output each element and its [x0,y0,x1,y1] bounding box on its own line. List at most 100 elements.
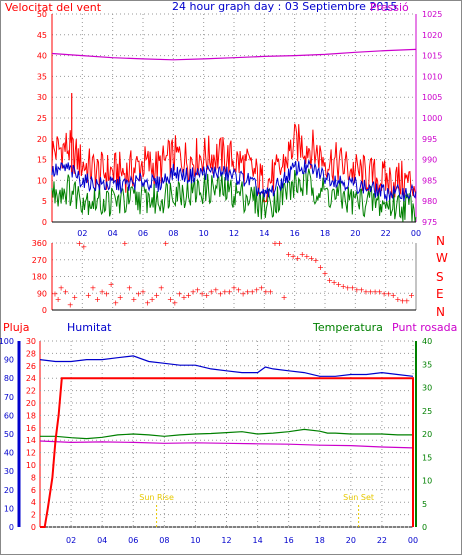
direction-point: + [181,293,188,302]
sunset-label: Sun Set [343,493,374,502]
direction-point: + [322,269,329,278]
direction-point: + [367,287,374,296]
y-left-tick-label: 40 [37,52,47,61]
y-right-tick-label: 1000 [422,114,442,123]
y-right-tick-label: 990 [422,156,437,165]
sunrise-label: Sun Rise [139,493,174,502]
direction-point: + [108,280,115,289]
direction-point: + [194,286,201,295]
rain-tick-label: 20 [26,399,36,408]
humidity-tick-label: 0 [9,523,14,532]
rain-tick-label: 28 [26,349,36,358]
y-left-tick-label: 25 [37,114,47,123]
humidity-tick-label: 90 [4,356,14,365]
temperature-line [40,428,413,440]
x-tick-label: 20 [350,229,360,238]
rain-tick-label: 16 [26,424,36,433]
direction-point: + [353,286,360,295]
direction-point: + [126,284,133,293]
x-tick-label: 04 [108,229,118,238]
direction-point: + [67,300,74,309]
x-tick-label: 00 [411,229,421,238]
direction-point: + [208,287,215,296]
y-right-tick-label: 985 [422,176,437,185]
direction-point: + [331,278,338,287]
direction-point: + [140,287,147,296]
compass-label: N [436,305,445,319]
wind-avg-line [51,159,417,202]
direction-point: + [253,286,260,295]
y-left-tick-label: 10 [37,176,47,185]
direction-point: + [408,291,415,300]
direction-point: + [349,284,356,293]
x-tick-label: 20 [346,536,356,545]
rain-tick-label: 26 [26,362,36,371]
direction-point: + [267,287,274,296]
direction-point: + [281,293,288,302]
y-right-tick-label: 1025 [422,10,442,19]
direction-point: + [76,239,83,248]
rain-tick-label: 4 [31,498,36,507]
direction-point: + [340,282,347,291]
temperature-tick-label: 15 [422,453,432,462]
legend-dewpoint: Punt rosada [392,321,457,334]
direction-point: + [149,295,156,304]
humidity-tick-label: 80 [4,374,14,383]
direction-point: + [344,284,351,293]
direction-point: + [326,276,333,285]
direction-point: + [217,289,224,298]
y-right-tick-label: 980 [422,197,437,206]
x-tick-label: 16 [290,229,300,238]
direction-point: + [85,291,92,300]
direction-point: + [103,289,110,298]
direction-point: + [235,286,242,295]
y-right-tick-label: 1015 [422,52,442,61]
direction-point: + [262,287,269,296]
rain-tick-label: 24 [26,374,36,383]
direction-point: + [258,284,265,293]
direction-point: + [55,295,62,304]
direction-point: + [135,289,142,298]
direction-point: + [231,284,238,293]
temperature-tick-label: 40 [422,337,432,346]
direction-point: + [199,289,206,298]
direction-point: + [299,250,306,259]
wind-min-line [51,168,417,222]
direction-point: + [190,287,197,296]
direction-point: + [358,286,365,295]
direction-point: + [158,284,165,293]
direction-point: + [167,295,174,304]
rain-tick-label: 18 [26,411,36,420]
direction-point: + [276,239,283,248]
legend-rain: Pluja [3,321,29,334]
humidity-tick-label: 60 [4,411,14,420]
y-right-tick-label: 1005 [422,93,442,102]
direction-point: + [94,295,101,304]
direction-point: + [58,284,65,293]
legend-temperature: Temperatura [312,321,383,334]
direction-point: + [112,299,119,308]
rain-tick-label: 0 [31,523,36,532]
direction-point: + [394,295,401,304]
direction-point: + [80,243,87,252]
direction-point: + [376,287,383,296]
direction-point: + [176,289,183,298]
direction-point: + [117,293,124,302]
direction-point: + [171,299,178,308]
direction-point: + [404,297,411,306]
compass-label: N [436,234,445,248]
x-tick-label: 18 [320,229,330,238]
x-tick-label: 08 [159,536,169,545]
rain-line [40,377,414,528]
pressure-label: Pressió [370,1,409,14]
direction-point: + [90,284,97,293]
direction-point: + [390,291,397,300]
direction-tick-label: 360 [32,239,47,248]
y-right-tick-label: 1010 [422,72,442,81]
y-left-tick-label: 0 [42,218,47,227]
rain-tick-label: 2 [31,511,36,520]
direction-point: + [385,289,392,298]
x-tick-label: 08 [168,229,178,238]
